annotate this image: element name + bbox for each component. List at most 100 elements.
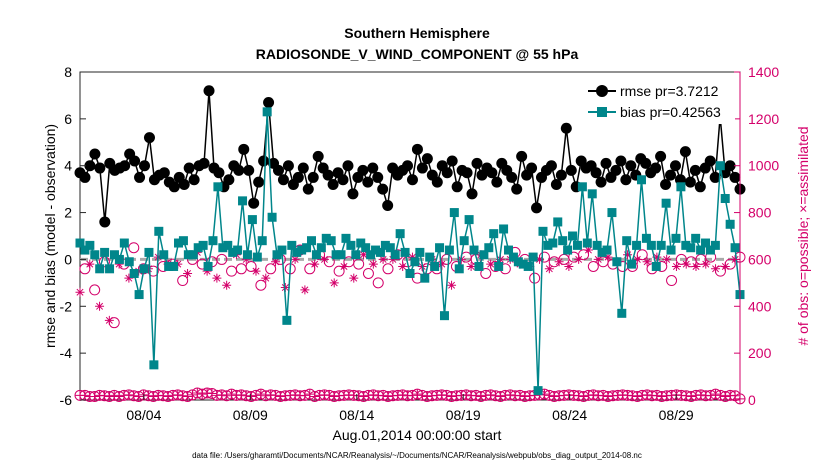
rmse-point xyxy=(302,183,314,195)
rmse-point xyxy=(188,174,200,186)
obs-assimilated-point xyxy=(202,266,212,276)
bias-point xyxy=(548,238,558,248)
rmse-point xyxy=(233,164,245,176)
y-axis-label: rmse and bias (model - observation) xyxy=(42,124,58,348)
rmse-point xyxy=(183,162,195,174)
obs-assimilated-point xyxy=(183,268,193,278)
rmse-point xyxy=(729,171,741,183)
bias-point xyxy=(193,243,203,253)
rmse-point xyxy=(248,197,260,209)
bias-point xyxy=(656,240,666,250)
obs-assimilated-point xyxy=(280,283,290,293)
bias-point xyxy=(459,236,469,246)
bias-point xyxy=(592,240,602,250)
obs-assimilated-point xyxy=(623,250,633,260)
bias-point xyxy=(612,257,622,267)
bias-point xyxy=(523,261,533,271)
obs-assimilated-point xyxy=(329,278,339,288)
bias-point xyxy=(331,250,341,260)
bias-point xyxy=(75,238,85,248)
bias-point xyxy=(80,245,90,255)
rmse-point xyxy=(704,155,716,167)
bias-point xyxy=(169,261,179,271)
rmse-point xyxy=(79,171,91,183)
bias-point xyxy=(543,240,553,250)
bias-point xyxy=(188,250,198,260)
bias-point xyxy=(159,250,169,260)
obs-assimilated-point xyxy=(378,254,388,264)
bias-point xyxy=(504,245,514,255)
x-tick-label: 08/24 xyxy=(552,407,587,423)
y-tick-label: 8 xyxy=(64,64,72,80)
rmse-point xyxy=(367,162,379,174)
rmse-point xyxy=(545,160,557,172)
rmse-point xyxy=(610,164,622,176)
rmse-point xyxy=(347,188,359,200)
rmse-point xyxy=(655,150,667,162)
bias-point xyxy=(686,243,696,253)
rmse-point xyxy=(421,153,433,165)
bias-point xyxy=(282,315,292,325)
rmse-point xyxy=(158,167,170,179)
bias-point xyxy=(607,208,617,218)
rmse-point xyxy=(550,178,562,190)
bias-point xyxy=(208,236,218,246)
obs-assimilated-point xyxy=(212,273,222,283)
obs-assimilated-point xyxy=(368,259,378,269)
y-right-tick-label: 800 xyxy=(748,205,772,221)
bias-point xyxy=(720,194,730,204)
obs-assimilated-point xyxy=(261,273,271,283)
bias-point xyxy=(730,243,740,253)
rmse-point xyxy=(679,146,691,158)
rmse-point xyxy=(134,171,146,183)
obs-assimilated-point xyxy=(108,317,120,329)
y-right-tick-label: 400 xyxy=(748,298,772,314)
bias-point xyxy=(666,245,676,255)
x-axis-label: Aug.01,2014 00:00:00 start xyxy=(333,427,502,443)
bias-point xyxy=(533,386,543,396)
obs-assimilated-point xyxy=(310,259,320,269)
obs-assimilated-point xyxy=(666,275,678,287)
bias-point xyxy=(134,290,144,300)
obs-assimilated-point xyxy=(437,259,447,269)
y-axis-right-label: # of obs: o=possible; ×=assimilated xyxy=(795,126,811,345)
rmse-point xyxy=(625,160,637,172)
bias-point xyxy=(710,240,720,250)
obs-assimilated-point xyxy=(89,284,101,296)
rmse-point xyxy=(461,167,473,179)
rmse-point xyxy=(595,176,607,188)
rmse-point xyxy=(416,162,428,174)
obs-assimilated-point xyxy=(177,275,189,287)
rmse-point xyxy=(297,162,309,174)
obs-assimilated-point xyxy=(304,263,316,275)
obs-assimilated-point xyxy=(216,253,228,265)
bias-point xyxy=(375,247,385,257)
obs-assimilated-point xyxy=(714,265,726,277)
rmse-point xyxy=(506,171,518,183)
bias-point xyxy=(715,161,725,171)
y-tick-label: 4 xyxy=(64,158,72,174)
rmse-point xyxy=(243,164,255,176)
obs-assimilated-point xyxy=(290,254,300,264)
bias-point xyxy=(277,245,287,255)
obs-assimilated-point xyxy=(241,254,251,264)
obs-assimilated-point xyxy=(671,261,681,271)
bias-point xyxy=(356,238,366,248)
bias-point xyxy=(233,245,243,255)
bias-point xyxy=(696,245,706,255)
obs-assimilated-point xyxy=(95,301,105,311)
bias-point xyxy=(435,243,445,253)
bias-point xyxy=(484,243,494,253)
bias-point xyxy=(218,243,228,253)
series-layer xyxy=(74,85,746,405)
bias-point xyxy=(636,175,646,185)
rmse-point xyxy=(213,167,225,179)
bias-point xyxy=(558,236,568,246)
bias-point xyxy=(203,261,213,271)
bias-point xyxy=(262,107,272,117)
obs-assimilated-point xyxy=(124,273,134,283)
bias-point xyxy=(390,250,400,260)
bias-point xyxy=(494,261,504,271)
bias-point xyxy=(425,252,435,262)
bias-point xyxy=(164,261,174,271)
